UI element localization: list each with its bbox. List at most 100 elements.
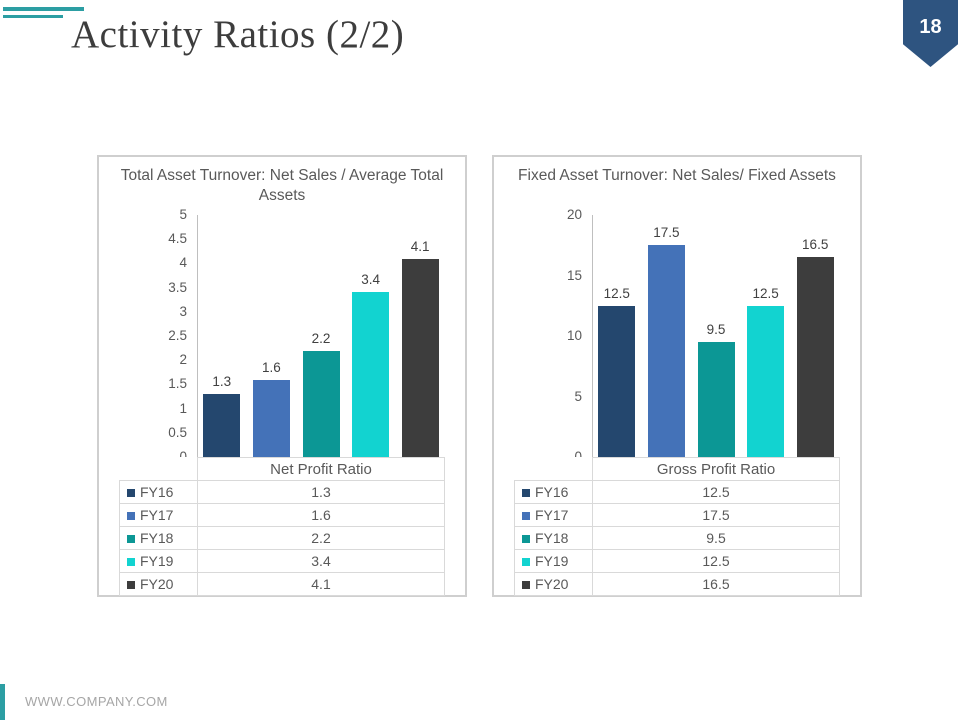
y-axis-tick-label: 2.5	[168, 328, 187, 343]
y-axis-tick-label: 5	[179, 207, 187, 222]
table-value: 17.5	[592, 503, 840, 527]
legend-cell: FY20	[514, 572, 593, 596]
footer-accent-bar	[0, 684, 5, 720]
legend-label: FY17	[535, 507, 569, 523]
y-axis-tick-label: 2	[179, 352, 187, 368]
legend-label: FY20	[535, 576, 569, 592]
legend-cell: FY18	[119, 526, 198, 550]
y-axis-tick-label: 4.5	[168, 231, 187, 247]
bar-FY17	[252, 379, 290, 457]
legend-cell: FY16	[119, 480, 198, 504]
table-row: FY19 12.5	[514, 549, 840, 573]
bar-value-label: 4.1	[410, 238, 430, 254]
table-value: 2.2	[197, 526, 445, 550]
page-number-badge: 18	[903, 0, 958, 67]
table-header: Net Profit Ratio	[197, 457, 445, 481]
table-row: FY18 2.2	[119, 526, 445, 550]
legend-swatch-FY19	[522, 558, 530, 566]
table-value: 4.1	[197, 572, 445, 596]
legend-swatch-FY17	[522, 512, 530, 520]
legend-cell: FY20	[119, 572, 198, 596]
table-value: 12.5	[592, 480, 840, 504]
bar-FY18	[697, 342, 735, 457]
table-row: FY18 9.5	[514, 526, 840, 550]
bar-FY18	[302, 350, 340, 457]
y-axis-tick-label: 10	[566, 328, 582, 343]
legend-cell: FY16	[514, 480, 593, 504]
legend-label: FY16	[535, 484, 569, 500]
chart-card-total-asset-turnover: Total Asset Turnover: Net Sales / Averag…	[97, 155, 467, 597]
table-value: 1.6	[197, 503, 445, 527]
table-row: FY16 1.3	[119, 480, 445, 504]
legend-swatch-FY18	[127, 535, 135, 543]
y-axis-tick-label: 3.5	[168, 279, 187, 295]
table-value: 1.3	[197, 480, 445, 504]
legend-swatch-FY16	[127, 489, 135, 497]
legend-swatch-FY19	[127, 558, 135, 566]
table-value: 16.5	[592, 572, 840, 596]
bar-FY16	[598, 305, 636, 457]
accent-line-top-1	[3, 7, 84, 11]
bar-FY19	[352, 292, 390, 457]
bar-FY17	[647, 245, 685, 457]
table-row: FY17 17.5	[514, 503, 840, 527]
table-corner-blank	[120, 458, 198, 481]
chart-plot-area: 00.511.522.533.544.551.31.62.23.44.1Net …	[99, 207, 465, 596]
bar-FY20	[401, 258, 439, 457]
bar-FY16	[203, 394, 241, 457]
table-row: FY16 12.5	[514, 480, 840, 504]
y-axis-tick-label: 1.5	[168, 376, 187, 392]
y-axis-tick-label: 0	[135, 449, 187, 465]
bar-value-label: 1.6	[262, 359, 281, 375]
bar-value-label: 16.5	[802, 237, 829, 253]
legend-cell: FY19	[119, 549, 198, 573]
legend-cell: FY17	[514, 503, 593, 527]
bar-value-label: 17.5	[653, 225, 680, 241]
legend-label: FY18	[535, 530, 569, 546]
legend-cell: FY19	[514, 549, 593, 573]
y-axis-line	[592, 215, 593, 457]
y-axis-tick-label: 0.5	[168, 424, 187, 440]
bar-value-label: 12.5	[603, 285, 630, 301]
table-row: FY20 16.5	[514, 572, 840, 596]
table-value: 12.5	[592, 549, 840, 573]
y-axis-tick-label: 3	[179, 303, 187, 319]
y-axis-tick-label: 5	[574, 388, 582, 404]
page-title: Activity Ratios (2/2)	[71, 13, 405, 56]
legend-label: FY19	[535, 553, 569, 569]
table-value: 9.5	[592, 526, 840, 550]
y-axis-tick-label: 1	[179, 400, 187, 416]
bar-FY20	[796, 257, 834, 457]
legend-label: FY17	[140, 507, 174, 523]
chart-data-table: Net Profit Ratio FY16 1.3 FY17 1.6 FY18 2.2 FY1…	[119, 457, 445, 596]
legend-swatch-FY18	[522, 535, 530, 543]
y-axis-tick-label: 20	[566, 207, 582, 222]
y-axis-line	[197, 215, 198, 457]
bar-value-label: 12.5	[752, 285, 779, 301]
y-axis-tick-label: 15	[566, 267, 582, 283]
legend-swatch-FY20	[127, 581, 135, 589]
legend-swatch-FY16	[522, 489, 530, 497]
legend-label: FY16	[140, 484, 174, 500]
legend-label: FY18	[140, 530, 174, 546]
legend-swatch-FY20	[522, 581, 530, 589]
chart-data-table: Gross Profit Ratio FY16 12.5 FY17 17.5 FY18 9.…	[514, 457, 840, 596]
legend-label: FY19	[140, 553, 174, 569]
chart-title: Fixed Asset Turnover: Net Sales/ Fixed A…	[518, 167, 836, 184]
bar-value-label: 9.5	[706, 322, 726, 338]
chart-title: Total Asset Turnover: Net Sales / Averag…	[120, 167, 444, 205]
bar-value-label: 3.4	[361, 272, 380, 288]
table-row: FY19 3.4	[119, 549, 445, 573]
legend-cell: FY18	[514, 526, 593, 550]
bar-value-label: 2.2	[311, 330, 331, 346]
page-number: 18	[919, 16, 942, 38]
y-axis-tick-label: 4	[179, 255, 187, 271]
table-row: FY20 4.1	[119, 572, 445, 596]
table-corner-blank	[515, 458, 593, 481]
footer-url: WWW.COMPANY.COM	[25, 694, 168, 709]
table-value: 3.4	[197, 549, 445, 573]
legend-cell: FY17	[119, 503, 198, 527]
table-row: FY17 1.6	[119, 503, 445, 527]
chart-card-fixed-asset-turnover: Fixed Asset Turnover: Net Sales/ Fixed A…	[492, 155, 862, 597]
